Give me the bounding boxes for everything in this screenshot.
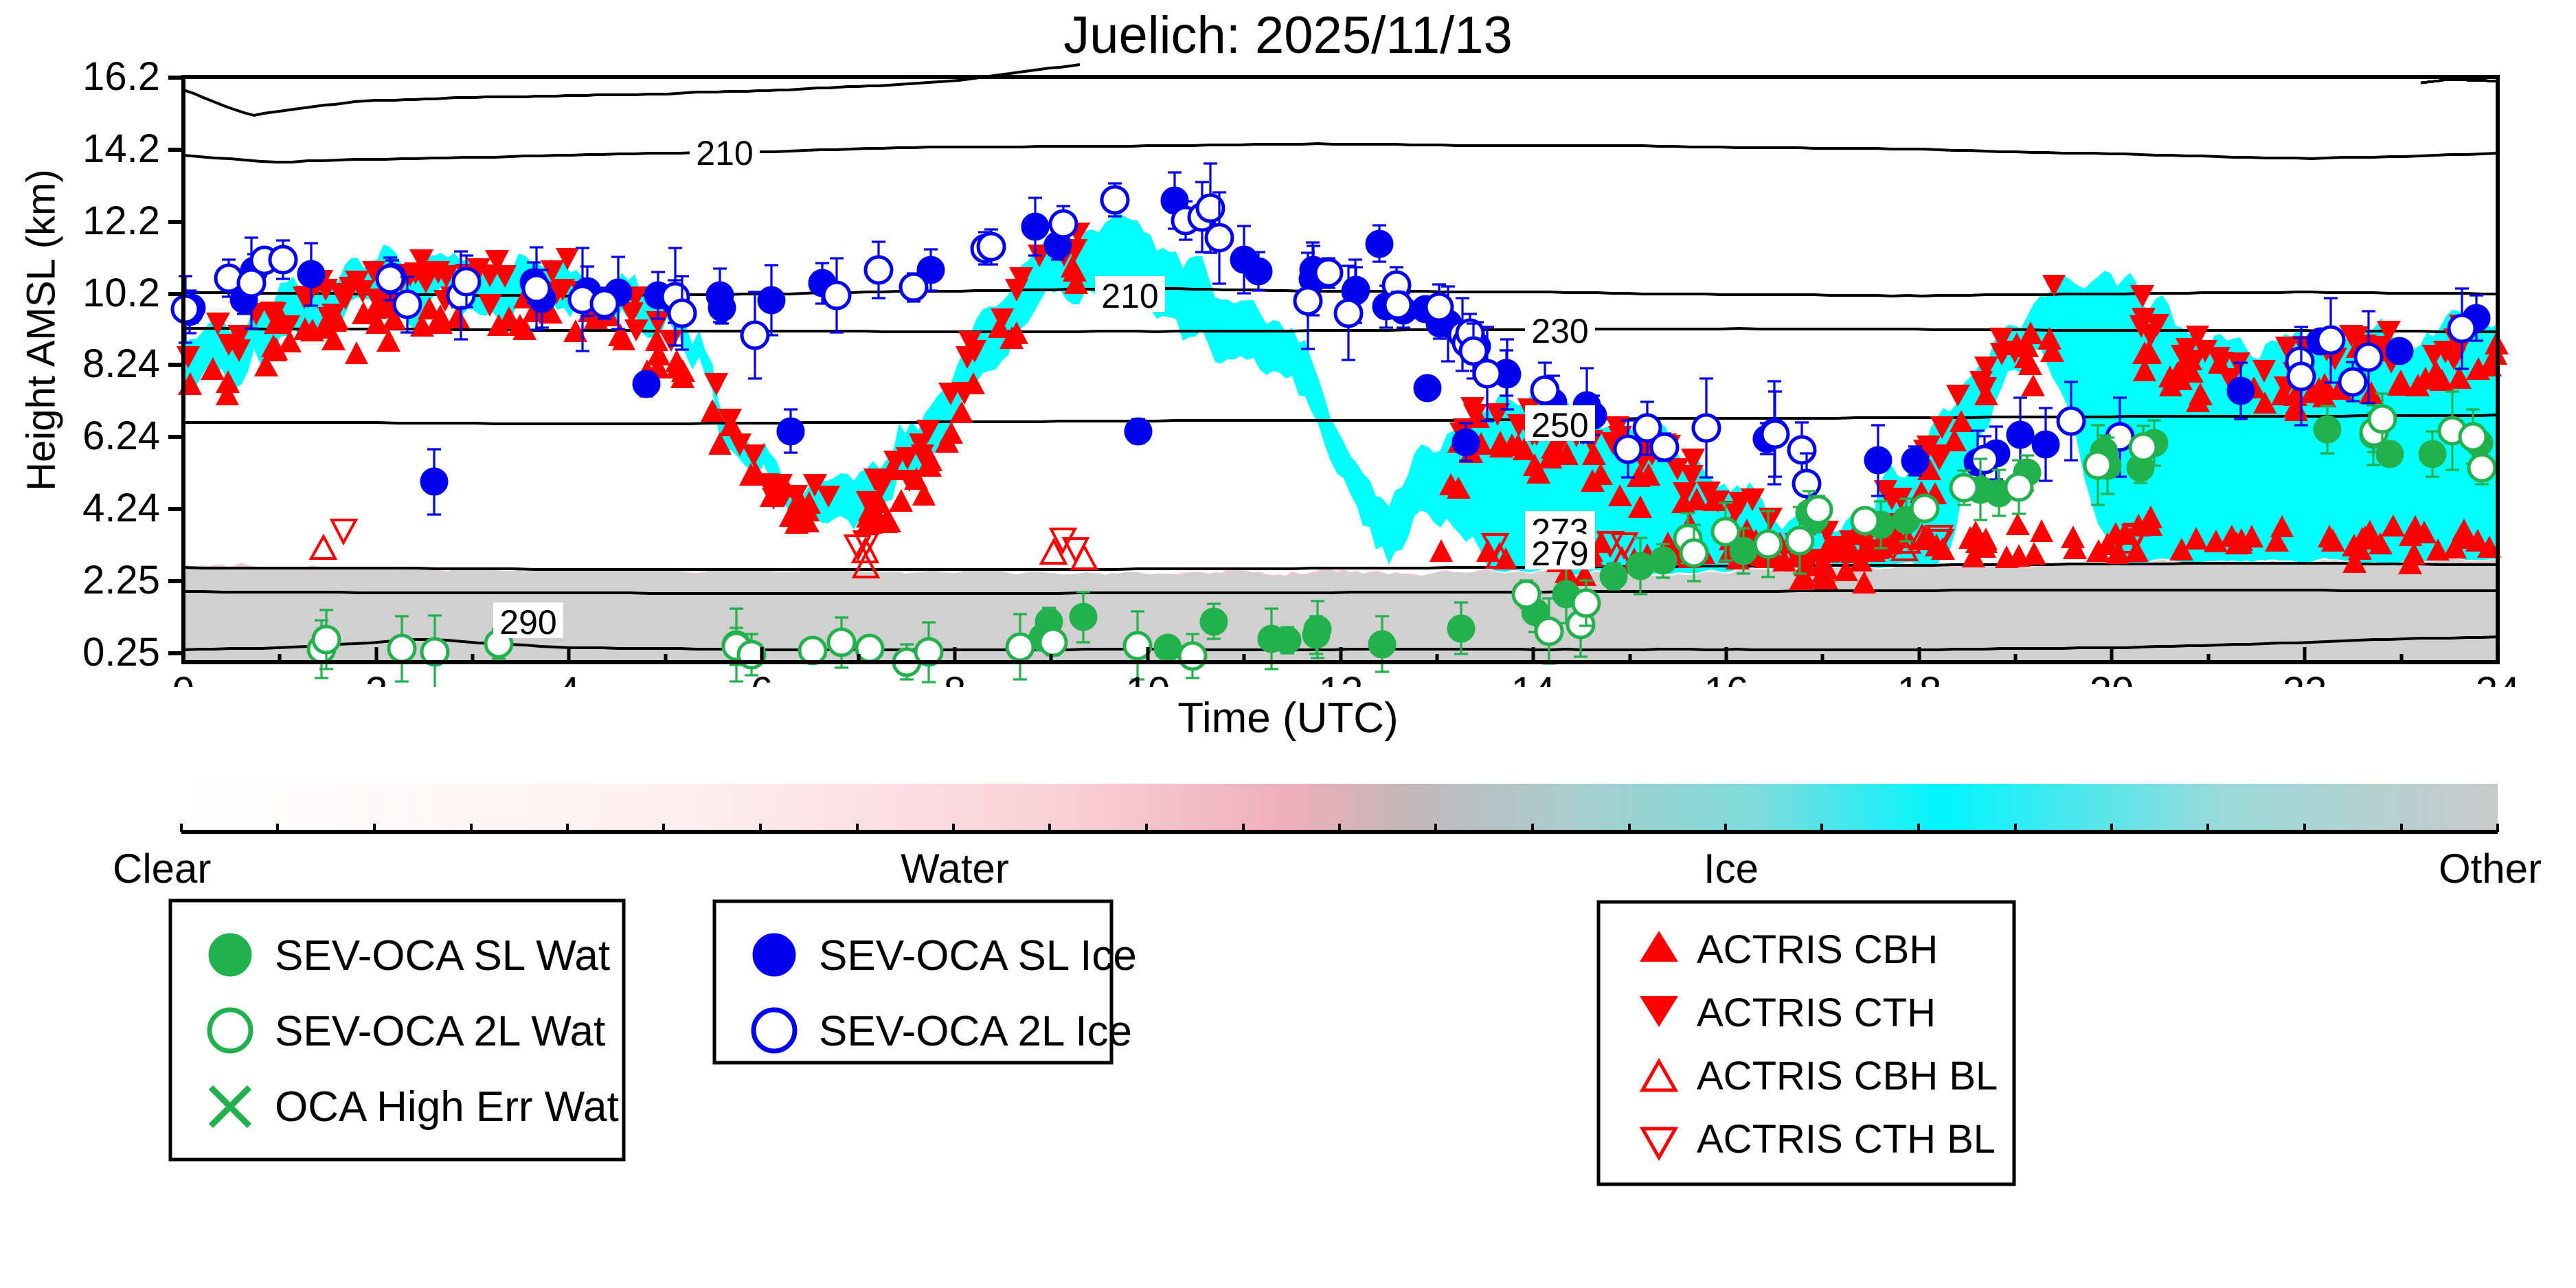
svg-text:ACTRIS CBH: ACTRIS CBH (1697, 927, 1938, 972)
svg-text:OCA High Err Wat: OCA High Err Wat (275, 1083, 619, 1131)
svg-text:ACTRIS CBH BL: ACTRIS CBH BL (1697, 1054, 1998, 1098)
svg-text:SEV-OCA 2L Ice: SEV-OCA 2L Ice (819, 1008, 1132, 1055)
svg-text:ACTRIS CTH: ACTRIS CTH (1697, 991, 1936, 1035)
svg-text:SEV-OCA 2L Wat: SEV-OCA 2L Wat (275, 1008, 605, 1055)
svg-text:SEV-OCA SL Wat: SEV-OCA SL Wat (275, 932, 610, 980)
svg-text:ACTRIS CTH BL: ACTRIS CTH BL (1697, 1117, 1996, 1162)
svg-text:SEV-OCA SL Ice: SEV-OCA SL Ice (819, 932, 1137, 980)
